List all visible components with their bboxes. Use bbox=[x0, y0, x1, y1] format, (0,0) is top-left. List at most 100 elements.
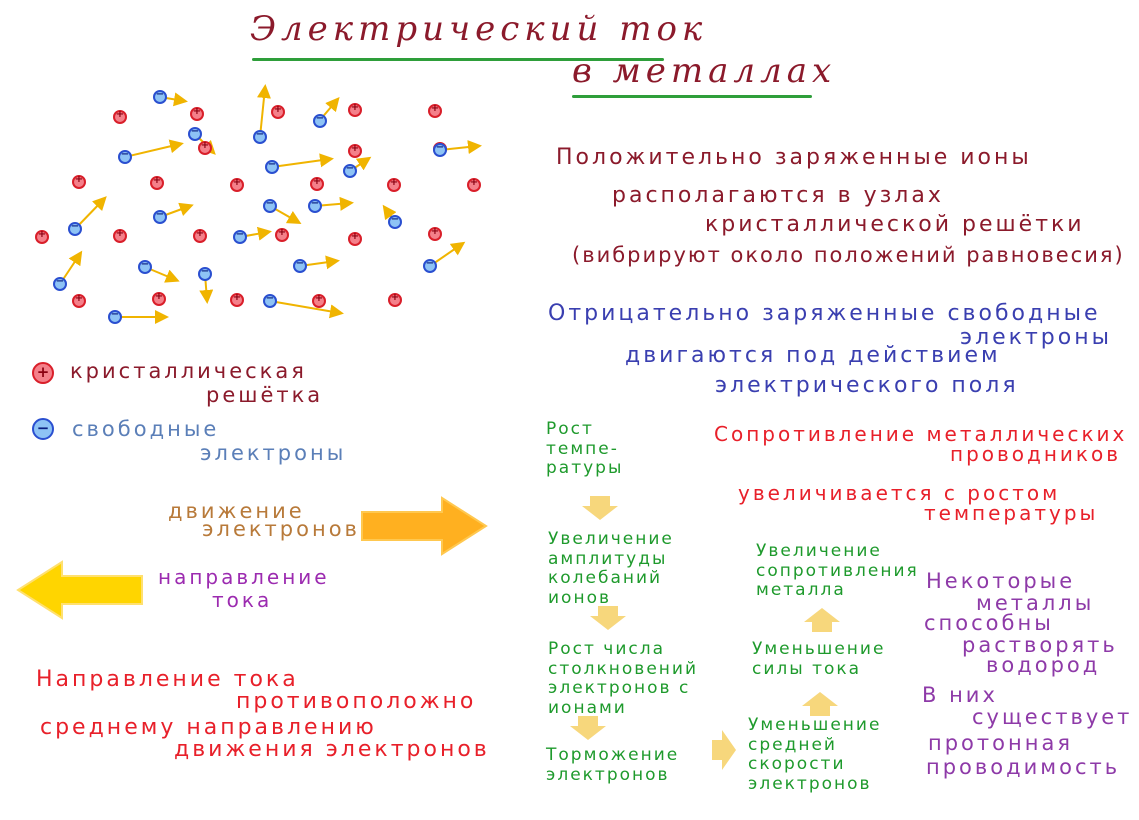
hydrogen-1: Некоторые bbox=[926, 569, 1076, 593]
free-electron bbox=[138, 259, 152, 274]
free-electron bbox=[153, 89, 167, 104]
lattice-ion bbox=[428, 226, 442, 241]
ions-statement-3: кристаллической решётки bbox=[705, 212, 1085, 237]
lattice-ion bbox=[348, 143, 362, 158]
conclusion-4: движения электронов bbox=[174, 737, 490, 762]
lattice-ion bbox=[150, 175, 164, 190]
electrons-statement-2: электроны bbox=[960, 325, 1112, 350]
title-underline-2 bbox=[572, 95, 812, 98]
chain-step-amplitude: Увеличение амплитуды колебаний ионов bbox=[548, 529, 674, 608]
free-electron bbox=[343, 163, 357, 178]
conclusion-2: противоположно bbox=[236, 689, 477, 714]
free-electron bbox=[293, 258, 307, 273]
resistance-1: Сопротивление металлических bbox=[714, 422, 1128, 446]
free-electron bbox=[153, 209, 167, 224]
electrons-statement-1: Отрицательно заряженные свободные bbox=[548, 301, 1101, 326]
proton-4: проводимость bbox=[926, 755, 1121, 779]
resistance-2: проводников bbox=[950, 442, 1122, 466]
lattice-ion bbox=[190, 106, 204, 121]
lattice-ion bbox=[310, 176, 324, 191]
electrons-statement-4: электрического поля bbox=[715, 373, 1019, 398]
legend-electrons-2: электроны bbox=[200, 441, 347, 465]
lattice-ion bbox=[388, 292, 402, 307]
lattice-ion bbox=[35, 229, 49, 244]
legend-current-1: направление bbox=[158, 565, 330, 589]
lattice-ion bbox=[467, 177, 481, 192]
free-electron bbox=[188, 126, 202, 141]
ions-statement-2: располагаются в узлах bbox=[612, 183, 944, 208]
legend-electrons-1: свободные bbox=[72, 417, 220, 441]
title-underline-1 bbox=[252, 58, 664, 61]
lattice-ion bbox=[312, 293, 326, 308]
legend-ion-icon bbox=[32, 362, 54, 384]
lattice-ion bbox=[72, 293, 86, 308]
title-line-1: Электрический ток bbox=[250, 9, 708, 49]
free-electron bbox=[308, 198, 322, 213]
lattice-ion bbox=[72, 174, 86, 189]
legend-electron-icon bbox=[32, 418, 54, 440]
electron-velocity-arrows bbox=[59, 84, 482, 324]
free-electron bbox=[313, 113, 327, 128]
lattice-ion bbox=[275, 227, 289, 242]
chain-down-arrow-icon bbox=[582, 496, 618, 520]
free-electron bbox=[263, 198, 277, 213]
lattice-ion bbox=[193, 228, 207, 243]
ions-statement-4: (вибрируют около положений равновесия) bbox=[572, 243, 1125, 267]
chain-step-temperature: Рост темпе-ратуры bbox=[546, 419, 624, 479]
conclusion-1: Направление тока bbox=[36, 667, 299, 692]
resistance-4: температуры bbox=[924, 501, 1099, 525]
chain-step-current: Уменьшение силы тока bbox=[752, 639, 886, 679]
free-electron bbox=[108, 309, 122, 324]
lattice-ion bbox=[198, 140, 212, 155]
free-electron bbox=[253, 129, 267, 144]
chain-up-arrow-icon bbox=[804, 608, 840, 632]
legend-lattice-1: кристаллическая bbox=[70, 359, 307, 383]
lattice-ion bbox=[113, 228, 127, 243]
lattice-ion bbox=[271, 104, 285, 119]
free-electron bbox=[265, 159, 279, 174]
hydrogen-2: металлы bbox=[976, 591, 1095, 615]
legend-motion-2: электронов bbox=[202, 517, 360, 541]
free-electron bbox=[198, 266, 212, 281]
free-electron bbox=[53, 276, 67, 291]
lattice-ion bbox=[387, 177, 401, 192]
legend-current-2: тока bbox=[212, 588, 273, 612]
free-electron bbox=[433, 142, 447, 157]
chain-right-arrow-icon bbox=[712, 730, 736, 770]
legend-lattice-2: решётка bbox=[206, 383, 324, 407]
hydrogen-3: способны bbox=[924, 611, 1054, 635]
free-electron bbox=[118, 149, 132, 164]
hydrogen-5: водород bbox=[986, 653, 1101, 677]
chain-step-braking: Торможение электронов bbox=[546, 745, 680, 785]
proton-2: существует bbox=[972, 705, 1133, 729]
chain-step-resistance: Увеличение сопротивления металла bbox=[756, 541, 919, 601]
lattice-ion bbox=[113, 109, 127, 124]
title-line-2: в металлах bbox=[572, 51, 837, 91]
lattice-ion bbox=[348, 231, 362, 246]
free-electron bbox=[233, 229, 247, 244]
lattice-ion bbox=[348, 102, 362, 117]
crystal-lattice-scene bbox=[0, 0, 520, 340]
chain-step-speed: Уменьшение средней скорости электронов bbox=[748, 715, 882, 794]
resistance-3: увеличивается с ростом bbox=[738, 481, 1061, 505]
lattice-ion bbox=[152, 291, 166, 306]
legend-motion-1: движение bbox=[168, 499, 305, 523]
lattice-ion bbox=[230, 292, 244, 307]
chain-step-collisions: Рост числа столкновений электронов с ион… bbox=[548, 639, 698, 718]
conclusion-3: среднему направлению bbox=[40, 715, 377, 740]
free-electron bbox=[68, 221, 82, 236]
free-electron bbox=[423, 258, 437, 273]
chain-up-arrow-icon bbox=[802, 692, 838, 716]
chain-down-arrow-icon bbox=[570, 716, 606, 740]
free-electron bbox=[263, 293, 277, 308]
electron-motion-arrow-icon bbox=[361, 496, 488, 556]
free-electron bbox=[388, 214, 402, 229]
hydrogen-4: растворять bbox=[962, 633, 1118, 657]
chain-down-arrow-icon bbox=[590, 606, 626, 630]
lattice-ion bbox=[428, 103, 442, 118]
proton-3: протонная bbox=[928, 731, 1073, 755]
proton-1: В них bbox=[922, 683, 998, 707]
electrons-statement-3: двигаются под действием bbox=[625, 343, 1001, 368]
ions-statement-1: Положительно заряженные ионы bbox=[556, 145, 1032, 170]
current-direction-arrow-icon bbox=[16, 560, 143, 620]
